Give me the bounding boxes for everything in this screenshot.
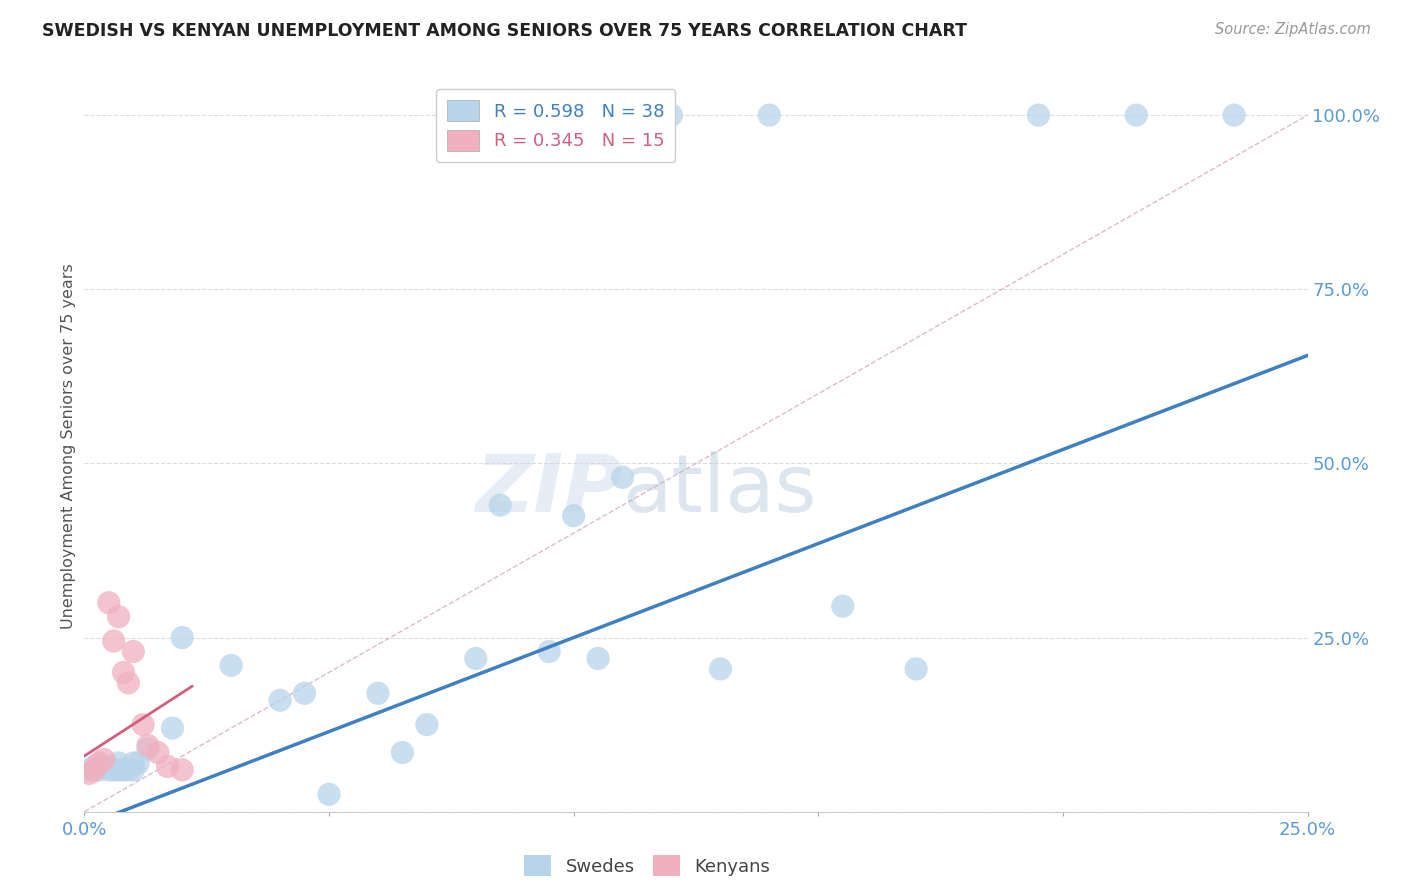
Point	[122, 756, 145, 770]
Point	[562, 508, 585, 523]
Point	[172, 631, 194, 645]
Point	[294, 686, 316, 700]
Text: atlas: atlas	[623, 450, 817, 529]
Point	[661, 108, 683, 122]
Point	[156, 759, 179, 773]
Point	[162, 721, 184, 735]
Point	[103, 634, 125, 648]
Point	[103, 763, 125, 777]
Point	[93, 759, 115, 773]
Point	[97, 596, 120, 610]
Point	[831, 599, 853, 614]
Point	[464, 651, 486, 665]
Point	[97, 759, 120, 773]
Point	[1223, 108, 1246, 122]
Point	[367, 686, 389, 700]
Point	[117, 676, 139, 690]
Point	[107, 763, 129, 777]
Text: SWEDISH VS KENYAN UNEMPLOYMENT AMONG SENIORS OVER 75 YEARS CORRELATION CHART: SWEDISH VS KENYAN UNEMPLOYMENT AMONG SEN…	[42, 22, 967, 40]
Point	[122, 763, 145, 777]
Point	[318, 787, 340, 801]
Point	[391, 746, 413, 760]
Point	[172, 763, 194, 777]
Point	[83, 763, 105, 777]
Point	[136, 739, 159, 753]
Point	[127, 756, 149, 770]
Point	[83, 759, 105, 773]
Text: ZIP: ZIP	[475, 450, 623, 529]
Point	[1125, 108, 1147, 122]
Point	[77, 763, 100, 777]
Point	[117, 763, 139, 777]
Point	[269, 693, 291, 707]
Point	[758, 108, 780, 122]
Point	[416, 717, 439, 731]
Point	[112, 763, 135, 777]
Legend: Swedes, Kenyans: Swedes, Kenyans	[517, 848, 778, 883]
Point	[107, 609, 129, 624]
Point	[107, 756, 129, 770]
Point	[219, 658, 242, 673]
Point	[93, 752, 115, 766]
Point	[538, 644, 561, 658]
Point	[905, 662, 928, 676]
Point	[112, 665, 135, 680]
Point	[586, 651, 609, 665]
Point	[1028, 108, 1050, 122]
Point	[97, 763, 120, 777]
Point	[489, 498, 512, 512]
Point	[77, 766, 100, 780]
Point	[132, 717, 155, 731]
Point	[87, 763, 110, 777]
Point	[87, 756, 110, 770]
Point	[146, 746, 169, 760]
Point	[612, 470, 634, 484]
Point	[709, 662, 731, 676]
Point	[122, 644, 145, 658]
Y-axis label: Unemployment Among Seniors over 75 years: Unemployment Among Seniors over 75 years	[60, 263, 76, 629]
Point	[136, 742, 159, 756]
Text: Source: ZipAtlas.com: Source: ZipAtlas.com	[1215, 22, 1371, 37]
